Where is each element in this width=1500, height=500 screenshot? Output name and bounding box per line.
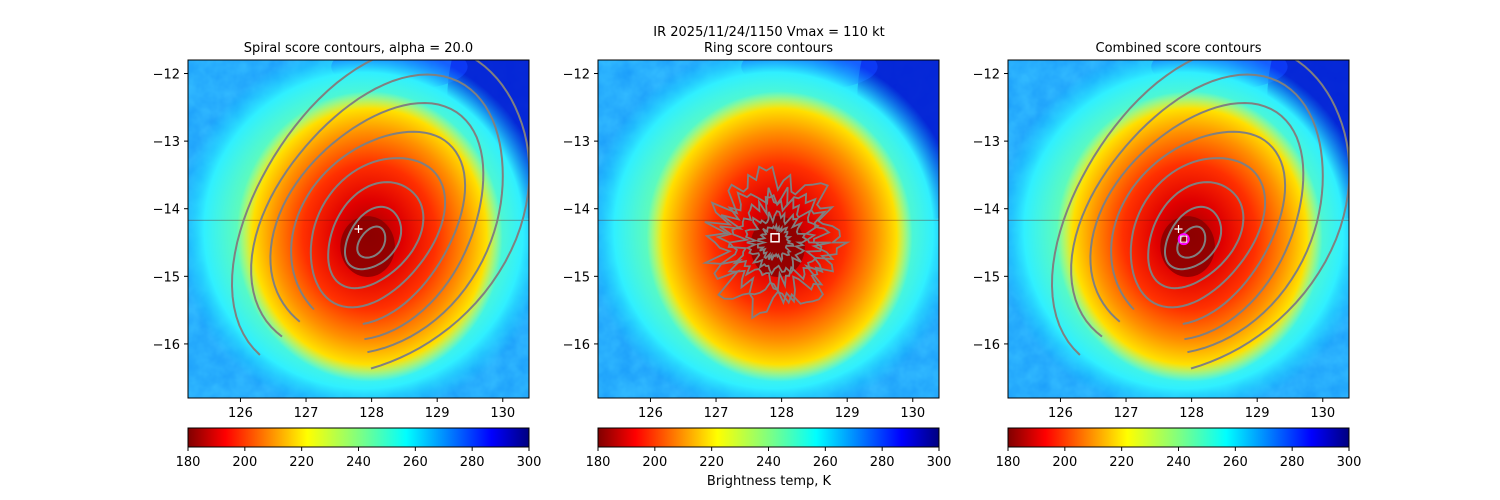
y-tick-label: −15	[153, 270, 180, 285]
axes-frame	[1007, 59, 1350, 399]
y-tick-label: −14	[153, 203, 180, 218]
colorbar-tick-label: 200	[232, 455, 257, 470]
colorbar-tick-label: 180	[176, 455, 201, 470]
colorbar-tick-label: 300	[1337, 455, 1362, 470]
score-contours	[1050, 60, 1349, 370]
contour-line	[1089, 101, 1305, 341]
colorbar-tick-label: 240	[756, 455, 781, 470]
contour-line	[756, 222, 795, 263]
center-plus-marker	[354, 225, 363, 233]
colorbar-tick-label: 280	[1280, 455, 1305, 470]
colorbar-label: Brightness temp, K	[707, 474, 832, 489]
panel-2: Ring score contours 126 127 128 129 130 −12 −13…	[563, 41, 952, 470]
colorbar-tick-label: 240	[346, 455, 371, 470]
x-tick-label: 127	[1114, 406, 1139, 421]
figure-suptitle: IR 2025/11/24/1150 Vmax = 110 kt	[653, 25, 884, 40]
panel-title: Spiral score contours, alpha = 20.0	[244, 41, 473, 56]
y-tick-label: −14	[973, 203, 1000, 218]
y-tick-label: −12	[153, 68, 180, 83]
y-tick-label: −15	[563, 270, 590, 285]
ir-image	[598, 60, 939, 398]
contour-line	[1110, 130, 1287, 325]
x-tick-label: 126	[228, 406, 253, 421]
y-tick-label: −16	[153, 338, 180, 353]
colorbar	[1007, 427, 1350, 448]
axes-frame	[597, 59, 940, 399]
score-contours	[230, 60, 529, 370]
contour-line	[1129, 157, 1267, 309]
contour-line	[1176, 225, 1207, 259]
contour-line	[1164, 205, 1223, 271]
panel-1: Spiral score contours, alpha = 20.0 126 12…	[153, 41, 542, 470]
colorbar-tick-label: 220	[699, 455, 724, 470]
panel-title: Ring score contours	[704, 41, 833, 56]
colorbar-tick-label: 240	[1166, 455, 1191, 470]
y-tick-label: −13	[153, 135, 180, 150]
x-tick-label: 128	[1179, 406, 1204, 421]
colorbar-tick-label: 280	[460, 455, 485, 470]
contour-line	[250, 73, 504, 354]
panel-title: Combined score contours	[1096, 41, 1262, 56]
y-tick-label: −16	[973, 338, 1000, 353]
x-tick-label: 126	[1048, 406, 1073, 421]
ring-center-marker	[770, 233, 780, 243]
contour-line	[344, 205, 403, 271]
panels: Spiral score contours, alpha = 20.0 126 12…	[153, 41, 1362, 470]
y-tick-label: −12	[973, 68, 1000, 83]
x-tick-label: 126	[638, 406, 663, 421]
x-tick-label: 130	[900, 406, 925, 421]
contour-line	[356, 225, 387, 259]
x-tick-label: 129	[835, 406, 860, 421]
contour-line	[1147, 181, 1245, 290]
colorbar-tick-label: 300	[927, 455, 952, 470]
contour-line	[1070, 73, 1324, 354]
x-tick-label: 128	[359, 406, 384, 421]
colorbar-tick-label: 200	[642, 455, 667, 470]
center-plus-marker	[1174, 225, 1183, 233]
contour-line	[290, 130, 467, 325]
x-tick-label: 129	[1245, 406, 1270, 421]
panel-3: Combined score contours 126 127 128 129 130 −1…	[973, 41, 1362, 470]
x-tick-label: 127	[294, 406, 319, 421]
x-tick-label: 130	[490, 406, 515, 421]
contour-line	[309, 157, 447, 309]
contour-line	[701, 165, 851, 320]
contour-line	[727, 193, 823, 294]
colorbar-tick-label: 220	[289, 455, 314, 470]
x-tick-label: 127	[704, 406, 729, 421]
contour-line	[1050, 60, 1349, 370]
colorbar	[187, 427, 530, 448]
contour-line	[715, 186, 835, 306]
combined-center-marker	[1177, 233, 1190, 246]
contour-line	[269, 101, 485, 341]
y-tick-label: −13	[563, 135, 590, 150]
colorbar-tick-label: 280	[870, 455, 895, 470]
colorbar-tick-label: 180	[586, 455, 611, 470]
colorbar	[597, 427, 940, 448]
y-tick-label: −15	[973, 270, 1000, 285]
colorbar-tick-label: 260	[1223, 455, 1248, 470]
x-tick-label: 130	[1310, 406, 1335, 421]
colorbar-tick-label: 260	[813, 455, 838, 470]
contour-line	[744, 209, 809, 276]
colorbar-tick-label: 300	[517, 455, 542, 470]
colorbar-tick-label: 200	[1052, 455, 1077, 470]
y-tick-label: −14	[563, 203, 590, 218]
colorbar-tick-label: 180	[996, 455, 1021, 470]
axes-frame	[187, 59, 530, 399]
colorbar-tick-label: 220	[1109, 455, 1134, 470]
y-tick-label: −16	[563, 338, 590, 353]
contour-line	[327, 181, 425, 290]
y-tick-label: −12	[563, 68, 590, 83]
colorbar-tick-label: 260	[403, 455, 428, 470]
y-tick-label: −13	[973, 135, 1000, 150]
contour-line	[230, 60, 529, 370]
x-tick-label: 129	[425, 406, 450, 421]
score-contours	[701, 165, 851, 320]
x-tick-label: 128	[769, 406, 794, 421]
